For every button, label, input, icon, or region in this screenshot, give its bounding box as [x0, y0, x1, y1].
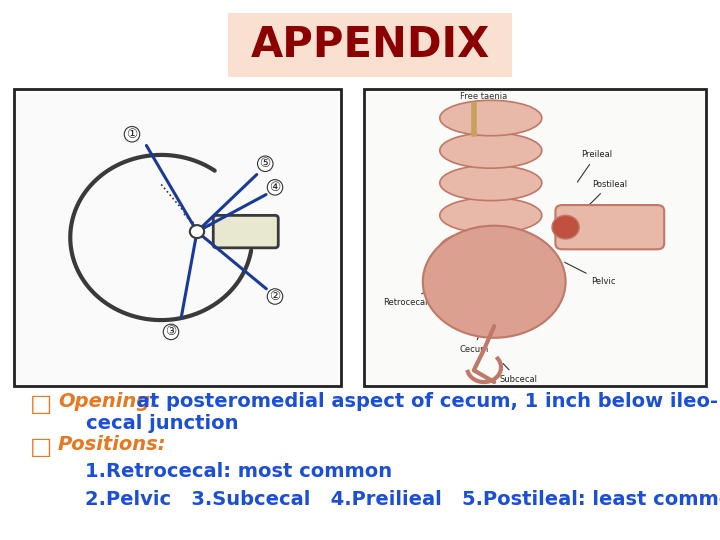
Ellipse shape — [440, 230, 541, 266]
Text: Positions:: Positions: — [58, 435, 166, 454]
Text: 1.Retrocecal: most common: 1.Retrocecal: most common — [85, 462, 392, 481]
Text: Retrocecal: Retrocecal — [384, 274, 458, 307]
Text: Opening:: Opening: — [58, 392, 158, 411]
Ellipse shape — [440, 165, 541, 201]
Circle shape — [190, 225, 204, 238]
Ellipse shape — [423, 226, 566, 338]
Text: Ileum: Ileum — [608, 218, 632, 227]
Text: Free taenia: Free taenia — [460, 92, 508, 101]
Text: ③: ③ — [166, 326, 176, 339]
Text: ②: ② — [269, 290, 281, 303]
Text: Postileal: Postileal — [588, 180, 627, 206]
Ellipse shape — [440, 133, 541, 168]
Ellipse shape — [440, 100, 541, 136]
Text: ④: ④ — [269, 181, 281, 194]
FancyBboxPatch shape — [14, 89, 341, 386]
FancyBboxPatch shape — [228, 13, 512, 77]
Text: □: □ — [30, 435, 53, 459]
Text: at posteromedial aspect of cecum, 1 inch below ileo-: at posteromedial aspect of cecum, 1 inch… — [130, 392, 718, 411]
Text: cecal junction: cecal junction — [86, 414, 238, 433]
FancyBboxPatch shape — [555, 205, 665, 249]
Text: 2.Pelvic   3.Subcecal   4.Preilieal   5.Postileal: least common: 2.Pelvic 3.Subcecal 4.Preilieal 5.Postil… — [85, 490, 720, 509]
Text: Pelvic: Pelvic — [564, 262, 616, 286]
Text: Preileal: Preileal — [577, 151, 612, 182]
Circle shape — [552, 215, 579, 239]
Text: APPENDIX: APPENDIX — [251, 24, 490, 66]
FancyBboxPatch shape — [364, 89, 706, 386]
Text: Cecum: Cecum — [459, 314, 488, 354]
Text: □: □ — [30, 392, 53, 416]
Ellipse shape — [440, 262, 541, 298]
FancyBboxPatch shape — [213, 215, 278, 248]
Ellipse shape — [440, 198, 541, 233]
Text: ①: ① — [127, 128, 138, 141]
Text: Subcecal: Subcecal — [499, 363, 537, 383]
Text: ⑤: ⑤ — [260, 157, 271, 170]
